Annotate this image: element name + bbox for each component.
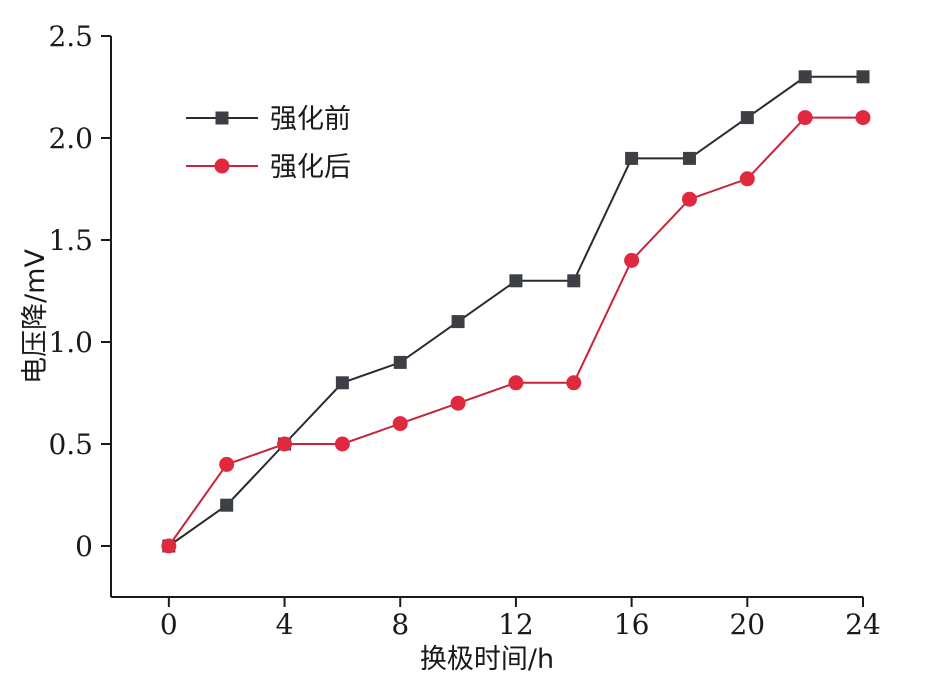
x-tick-label: 0 <box>160 608 178 641</box>
data-point <box>277 436 293 452</box>
x-tick-label: 24 <box>845 608 881 641</box>
series-2 <box>161 110 871 554</box>
data-point <box>220 498 234 512</box>
data-point <box>682 151 696 165</box>
x-tick-label: 20 <box>729 608 765 641</box>
data-point <box>567 274 581 288</box>
y-tick-label: 1.5 <box>48 224 93 257</box>
y-tick-label: 1.0 <box>48 326 93 359</box>
x-tick-label: 4 <box>276 608 294 641</box>
x-axis-title: 换极时间/h <box>420 644 554 675</box>
data-point <box>740 111 754 125</box>
legend-item: 强化后 <box>186 152 351 183</box>
y-tick-label: 2.5 <box>48 20 93 53</box>
series-layer <box>161 70 871 554</box>
x-tick-label: 12 <box>498 608 534 641</box>
y-tick-label: 0.5 <box>48 428 93 461</box>
legend-label: 强化前 <box>270 104 351 135</box>
data-point <box>797 110 813 126</box>
data-point <box>450 395 466 411</box>
series-1 <box>162 70 870 553</box>
data-point <box>566 375 582 391</box>
legend-marker <box>215 111 229 125</box>
data-point <box>681 191 697 207</box>
data-point <box>393 355 407 369</box>
legend-marker <box>214 158 230 174</box>
data-point <box>855 110 871 126</box>
data-point <box>625 151 639 165</box>
x-tick-label: 8 <box>391 608 409 641</box>
y-tick-label: 0 <box>75 530 93 563</box>
chart-axes: 0 0.5 1.0 1.5 2.0 2.5 0 4 8 12 16 20 24 <box>48 20 880 641</box>
data-point <box>508 375 524 391</box>
data-point <box>451 315 465 329</box>
data-point <box>624 252 640 268</box>
y-tick-label: 2.0 <box>48 122 93 155</box>
legend-label: 强化后 <box>270 152 351 183</box>
data-point <box>334 436 350 452</box>
data-point <box>739 171 755 187</box>
data-point <box>335 376 349 390</box>
data-point <box>161 538 177 554</box>
data-point <box>856 70 870 84</box>
series-line <box>168 75 863 547</box>
legend-item: 强化前 <box>186 104 351 135</box>
data-point <box>509 274 523 288</box>
y-axis-title: 电压降/mV <box>20 249 51 384</box>
x-tick-label: 16 <box>614 608 650 641</box>
data-point <box>219 456 235 472</box>
data-point <box>392 416 408 432</box>
data-point <box>798 70 812 84</box>
